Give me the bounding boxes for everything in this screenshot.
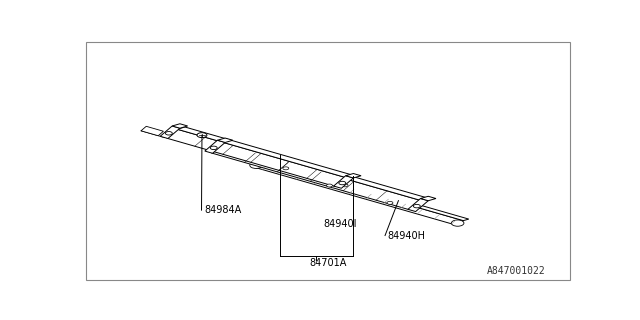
Polygon shape — [177, 127, 353, 177]
Circle shape — [413, 204, 420, 208]
Polygon shape — [262, 161, 468, 220]
Polygon shape — [172, 124, 188, 128]
Circle shape — [326, 184, 332, 187]
Text: 84940H: 84940H — [388, 230, 426, 241]
Polygon shape — [333, 176, 353, 188]
Circle shape — [339, 181, 346, 185]
Circle shape — [283, 167, 289, 170]
Circle shape — [387, 201, 393, 204]
Circle shape — [165, 132, 172, 135]
Polygon shape — [205, 140, 225, 153]
Polygon shape — [346, 173, 361, 178]
Text: 84701A: 84701A — [309, 258, 347, 268]
Circle shape — [250, 162, 262, 168]
Circle shape — [197, 133, 207, 138]
Polygon shape — [218, 138, 233, 142]
Circle shape — [451, 220, 464, 226]
Text: 84940I: 84940I — [323, 220, 356, 229]
Circle shape — [211, 146, 217, 149]
Polygon shape — [222, 141, 428, 200]
Polygon shape — [167, 129, 345, 186]
Circle shape — [342, 184, 348, 187]
Text: 84984A: 84984A — [204, 205, 241, 215]
Text: A847001022: A847001022 — [487, 266, 546, 276]
Polygon shape — [141, 126, 163, 136]
Polygon shape — [420, 196, 436, 201]
Polygon shape — [211, 144, 420, 210]
Polygon shape — [408, 198, 428, 212]
Polygon shape — [256, 163, 463, 226]
Polygon shape — [160, 126, 180, 139]
